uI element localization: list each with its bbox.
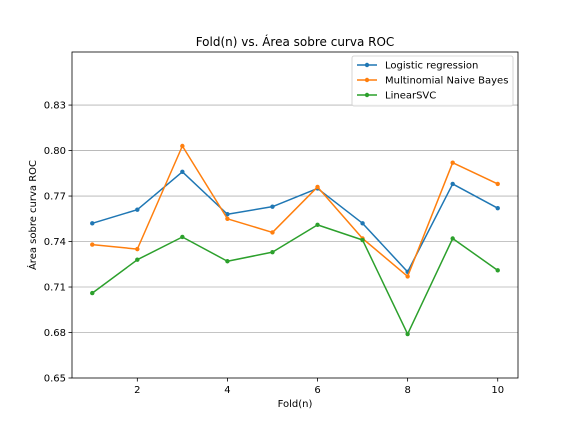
data-point <box>90 221 95 226</box>
x-axis-label: Fold(n) <box>278 399 313 410</box>
data-point <box>495 205 500 211</box>
data-point <box>450 181 455 187</box>
legend-marker <box>364 77 370 83</box>
data-point <box>270 204 275 209</box>
series-line <box>92 171 499 273</box>
legend: Logistic regression Multinomial Naive Bay… <box>351 55 514 107</box>
plot-frame <box>71 51 519 379</box>
data-point <box>180 169 185 174</box>
data-point <box>180 143 185 149</box>
data-point <box>450 160 455 165</box>
y-tick-label: 0.77 <box>44 192 66 203</box>
x-tick-label: 8 <box>404 385 410 396</box>
data-point <box>270 230 275 235</box>
data-point <box>270 249 275 255</box>
legend-marker <box>364 92 370 98</box>
data-point <box>360 221 365 226</box>
y-tick-label: 0.71 <box>44 283 66 294</box>
data-point <box>135 257 140 262</box>
data-point <box>495 181 500 187</box>
data-point <box>360 237 365 243</box>
series-line <box>91 224 499 335</box>
data-point <box>90 242 95 247</box>
legend-label: Multinomial Naive Bayes <box>385 76 508 87</box>
y-axis-label: Área sobre curva ROC <box>26 160 39 270</box>
legend-label: LinearSVC <box>385 91 436 102</box>
data-point <box>90 290 95 296</box>
data-point <box>135 207 140 212</box>
y-tick-label: 0.68 <box>44 328 66 339</box>
y-tick-label: 0.74 <box>44 237 66 248</box>
data-point <box>225 259 230 264</box>
x-tick-label: 4 <box>224 385 230 396</box>
x-tick-label: 2 <box>134 385 140 396</box>
legend-label: Logistic regression <box>385 61 478 72</box>
legend-box <box>351 55 514 107</box>
data-point <box>315 222 320 228</box>
data-point <box>405 331 410 337</box>
data-point <box>450 236 455 241</box>
y-tick-label: 0.80 <box>44 146 66 157</box>
legend-marker <box>364 62 370 68</box>
x-axis: 2 4 6 8 10 <box>134 378 504 396</box>
y-tick-label: 0.65 <box>44 374 66 385</box>
x-tick-label: 6 <box>314 385 320 396</box>
data-point <box>180 234 185 240</box>
data-point <box>225 212 230 217</box>
data-point <box>135 246 140 252</box>
data-point <box>405 274 410 279</box>
data-point <box>225 216 230 221</box>
data-point <box>315 184 320 190</box>
chart-title: Fold(n) vs. Área sobre curva ROC <box>196 34 395 49</box>
series-layer <box>90 143 500 337</box>
x-tick-label: 10 <box>491 385 504 396</box>
series-line <box>92 145 499 278</box>
y-axis: 0.65 0.68 0.71 0.74 0.77 0.80 0.83 <box>44 101 72 385</box>
y-tick-label: 0.83 <box>44 101 66 112</box>
data-point <box>495 268 500 273</box>
